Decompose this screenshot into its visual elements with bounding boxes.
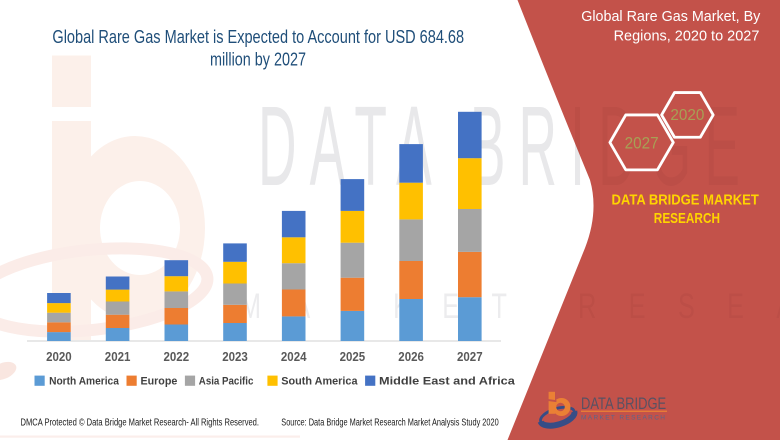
svg-text:Global Rare Gas Market is Expe: Global Rare Gas Market is Expected to Ac… — [52, 26, 464, 47]
svg-text:North America: North America — [49, 376, 119, 388]
svg-text:RESEARCH: RESEARCH — [654, 210, 720, 227]
svg-text:MARKET RESEARCH: MARKET RESEARCH — [581, 415, 665, 422]
svg-text:2025: 2025 — [340, 350, 366, 364]
svg-text:DATA BRIDGE: DATA BRIDGE — [581, 394, 666, 413]
svg-text:DMCA Protected © Data Bridge M: DMCA Protected © Data Bridge Market Rese… — [21, 417, 260, 428]
svg-text:Global Rare Gas Market, By: Global Rare Gas Market, By — [581, 8, 761, 25]
svg-text:2026: 2026 — [398, 350, 424, 364]
svg-text:2027: 2027 — [457, 350, 483, 364]
svg-text:Asia Pacific: Asia Pacific — [199, 376, 254, 388]
svg-text:2021: 2021 — [105, 350, 131, 364]
svg-text:2020: 2020 — [46, 350, 72, 364]
svg-text:DATA BRIDGE MARKET: DATA BRIDGE MARKET — [612, 192, 759, 209]
svg-text:2023: 2023 — [222, 350, 248, 364]
svg-text:million by 2027: million by 2027 — [210, 49, 306, 70]
svg-text:2024: 2024 — [281, 350, 307, 364]
svg-text:Regions, 2020 to 2027: Regions, 2020 to 2027 — [614, 27, 760, 44]
svg-text:2027: 2027 — [625, 134, 659, 153]
svg-text:2022: 2022 — [164, 350, 190, 364]
svg-text:South America: South America — [281, 376, 358, 388]
svg-text:Middle East and Africa: Middle East and Africa — [379, 376, 516, 388]
svg-text:Europe: Europe — [141, 376, 178, 388]
svg-text:2020: 2020 — [670, 107, 704, 124]
svg-text:Source: Data Bridge Market Res: Source: Data Bridge Market Research Mark… — [281, 417, 499, 428]
